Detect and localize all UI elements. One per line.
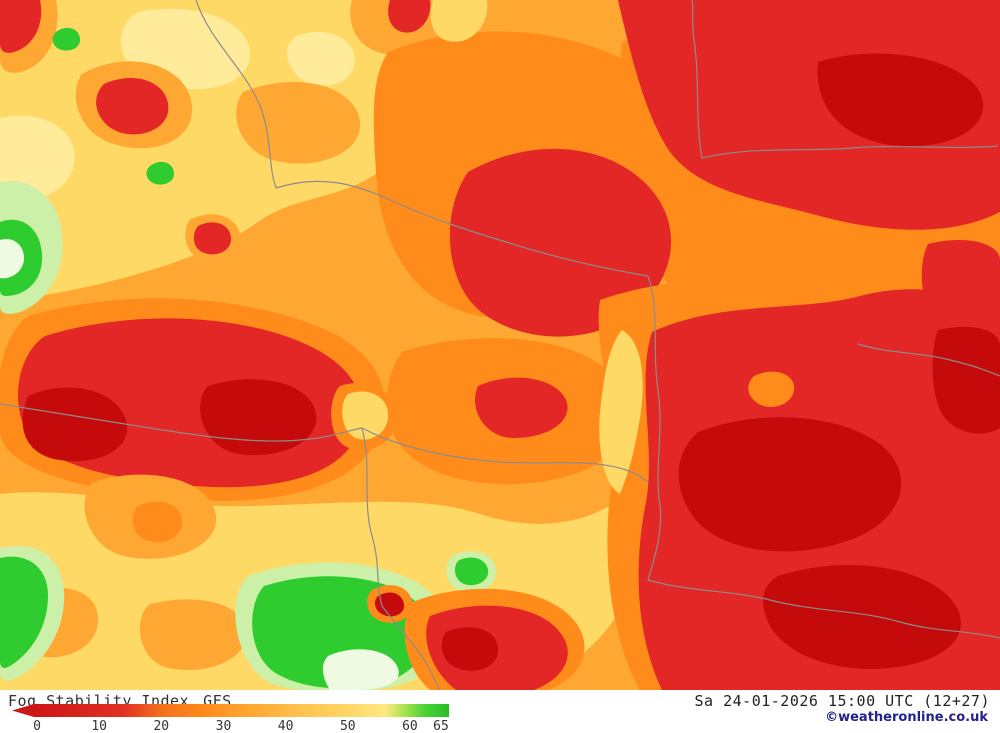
map-region-red (921, 239, 1000, 340)
map-region-darkred (22, 387, 128, 462)
country-border (195, 0, 277, 189)
map-region-pale (286, 31, 355, 86)
map-region-green (0, 556, 48, 668)
country-border (0, 403, 363, 442)
map-region-yellow1 (342, 391, 389, 440)
legend-tick-label: 40 (278, 719, 294, 733)
legend-tick-label: 10 (91, 719, 107, 733)
country-border (275, 180, 649, 277)
map-region-red (0, 0, 42, 53)
country-border (361, 427, 383, 607)
map-region-orange2 (132, 501, 182, 543)
country-border (647, 579, 1000, 639)
map-region-red (449, 148, 672, 337)
legend-colorbar: 0 10 20 30 40 50 60 65 (12, 704, 449, 733)
country-border (691, 0, 703, 159)
copyright-text[interactable]: ©weatheronline.co.uk (825, 710, 988, 725)
map-region-darkred (374, 592, 405, 617)
country-border (857, 343, 1000, 377)
legend-tick-label: 60 (402, 719, 418, 733)
map-region-orange2 (748, 371, 795, 407)
country-border (361, 427, 649, 483)
legend-tick-label: 20 (153, 719, 169, 733)
map-region-darkred (932, 326, 1000, 434)
legend-tick-label: 0 (33, 719, 41, 733)
map-area (0, 0, 1000, 690)
map-region-darkred (678, 417, 902, 552)
map-region-darkred (763, 564, 961, 669)
map-region-whitegreen (322, 649, 399, 690)
map-region-orange1 (139, 599, 247, 671)
legend-gradient-bar (34, 704, 449, 717)
map-region-pale (0, 115, 75, 200)
legend-tick-label: 65 (433, 719, 449, 733)
map-region-yellow1 (430, 0, 488, 42)
country-border (701, 145, 999, 159)
map-region-darkred (200, 379, 317, 456)
legend-arrow-tip (12, 704, 34, 717)
country-border (647, 275, 662, 581)
footer-bar: Fog Stability Index GFS Sa 24-01-2026 15:… (0, 690, 1000, 733)
map-region-red (475, 377, 568, 438)
legend-tick-label: 50 (340, 719, 356, 733)
map-region-red (193, 222, 232, 255)
country-border (381, 605, 441, 690)
map-region-red (388, 0, 431, 33)
datetime-label: Sa 24-01-2026 15:00 UTC (12+27) (694, 692, 990, 710)
map-region-yellow1 (599, 330, 643, 494)
map-region-green (52, 27, 80, 51)
map-region-green (146, 161, 174, 185)
weather-map (0, 0, 1000, 690)
map-region-darkred (817, 53, 984, 147)
legend-tick-label: 30 (216, 719, 232, 733)
map-region-red (96, 77, 169, 135)
map-region-darkred (441, 627, 499, 671)
map-region-green (454, 557, 489, 586)
map-region-whitegreen (0, 238, 24, 279)
map-region-orange1 (236, 81, 361, 164)
